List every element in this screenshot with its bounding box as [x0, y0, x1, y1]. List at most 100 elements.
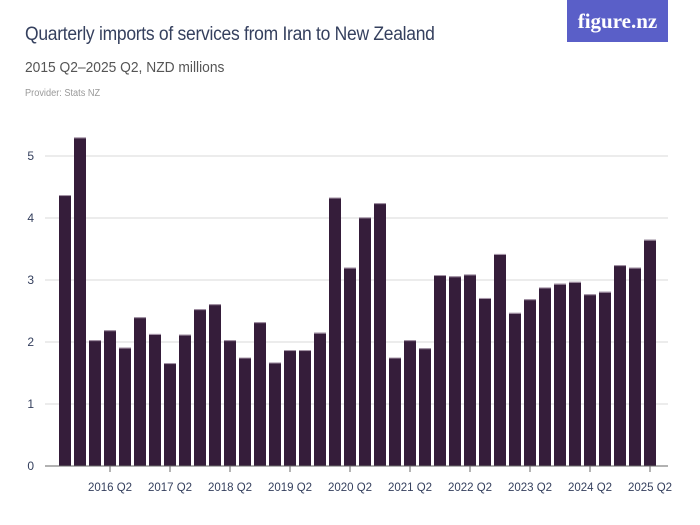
x-tick-label: 2017 Q2 — [148, 482, 192, 494]
bar-cap — [284, 350, 296, 352]
bar — [74, 137, 86, 466]
bar — [314, 332, 326, 466]
logo-text: figure.nz — [577, 8, 658, 33]
bar — [464, 274, 476, 466]
bar — [629, 267, 641, 466]
bar — [119, 347, 131, 466]
bar-cap — [374, 203, 386, 205]
bar — [494, 253, 506, 466]
bar — [134, 317, 146, 466]
bar-cap — [314, 332, 326, 334]
bar-cap — [494, 253, 506, 255]
bar — [344, 267, 356, 466]
bar — [149, 333, 161, 466]
bar — [419, 348, 431, 466]
bar — [599, 291, 611, 466]
x-tick-label: 2024 Q2 — [568, 482, 612, 494]
bar — [509, 312, 521, 466]
bar-cap — [194, 309, 206, 311]
bar — [59, 195, 71, 466]
bar — [569, 281, 581, 466]
x-tick-label: 2019 Q2 — [268, 482, 312, 494]
bar — [254, 322, 266, 466]
bar-cap — [164, 363, 176, 365]
bar — [449, 276, 461, 466]
bar-cap — [209, 304, 221, 306]
bar — [179, 334, 191, 466]
bar — [404, 340, 416, 466]
bar-cap — [449, 276, 461, 278]
y-tick-label: 5 — [27, 149, 34, 163]
x-tick-label: 2022 Q2 — [448, 482, 492, 494]
bar — [554, 283, 566, 466]
bar-cap — [509, 312, 521, 314]
x-tick-label: 2016 Q2 — [88, 482, 132, 494]
bar-cap — [119, 347, 131, 349]
bar — [89, 340, 101, 466]
bar-cap — [134, 317, 146, 319]
bar-cap — [59, 195, 71, 197]
bar-cap — [329, 197, 341, 199]
bar-cap — [74, 137, 86, 139]
bar-cap — [434, 275, 446, 277]
bar — [389, 357, 401, 466]
bar-cap — [644, 239, 656, 241]
bar-cap — [149, 333, 161, 335]
x-tick-label: 2018 Q2 — [208, 482, 252, 494]
bar-cap — [254, 322, 266, 324]
bar-cap — [179, 334, 191, 336]
bar-cap — [599, 291, 611, 293]
chart-subtitle: 2015 Q2–2025 Q2, NZD millions — [25, 59, 225, 76]
bar-cap — [554, 283, 566, 285]
bar-cap — [89, 340, 101, 342]
bar — [209, 304, 221, 466]
bar — [194, 309, 206, 466]
bar-cap — [389, 357, 401, 359]
bar-cap — [104, 330, 116, 332]
bar-cap — [419, 348, 431, 350]
bar — [284, 350, 296, 466]
bar-cap — [404, 340, 416, 342]
bar — [224, 340, 236, 466]
bar — [239, 357, 251, 466]
bar-cap — [224, 340, 236, 342]
bar — [359, 217, 371, 466]
figure-nz-logo[interactable]: figure.nz — [567, 0, 668, 42]
bar — [614, 265, 626, 466]
y-tick-label: 1 — [27, 397, 34, 411]
bar — [479, 297, 491, 466]
bar — [584, 294, 596, 466]
x-tick-label: 2020 Q2 — [328, 482, 372, 494]
bar-cap — [359, 217, 371, 219]
bar-cap — [464, 274, 476, 276]
bar — [644, 239, 656, 466]
bar — [104, 330, 116, 466]
bar-cap — [479, 297, 491, 299]
bar — [269, 362, 281, 466]
x-tick-label: 2025 Q2 — [628, 482, 672, 494]
bar-cap — [569, 281, 581, 283]
provider-note: Provider: Stats NZ — [25, 88, 101, 99]
bar-cap — [584, 294, 596, 296]
bar-cap — [629, 267, 641, 269]
x-tick-label: 2021 Q2 — [388, 482, 432, 494]
y-tick-label: 4 — [27, 211, 34, 225]
bar-cap — [344, 267, 356, 269]
bar — [164, 363, 176, 466]
bar-cap — [239, 357, 251, 359]
bar-cap — [269, 362, 281, 364]
x-tick-label: 2023 Q2 — [508, 482, 552, 494]
bar — [374, 203, 386, 466]
bar-cap — [614, 265, 626, 267]
y-tick-label: 0 — [27, 459, 34, 473]
bar — [434, 275, 446, 466]
bar-cap — [299, 350, 311, 352]
y-tick-label: 2 — [27, 335, 34, 349]
bar-cap — [524, 299, 536, 301]
bar — [539, 287, 551, 466]
bar-cap — [539, 287, 551, 289]
bar — [299, 350, 311, 466]
chart-title: Quarterly imports of services from Iran … — [25, 24, 435, 45]
y-tick-label: 3 — [27, 273, 34, 287]
